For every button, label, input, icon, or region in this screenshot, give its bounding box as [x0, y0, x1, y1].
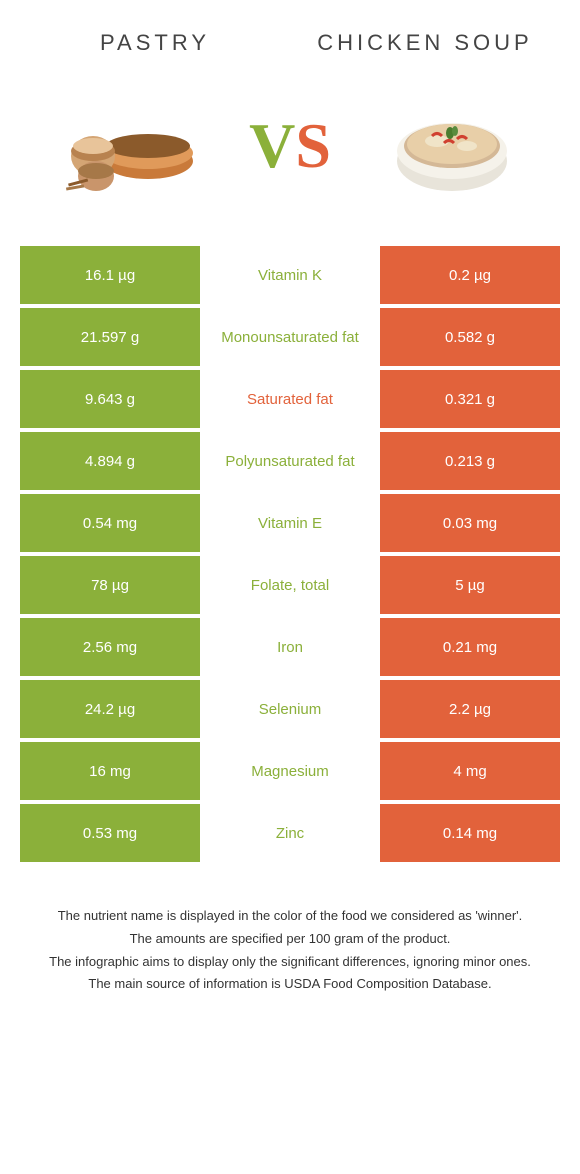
title-left: Pastry: [47, 30, 263, 56]
nutrient-row: 9.643 gSaturated fat0.321 g: [20, 370, 560, 428]
left-value: 0.54 mg: [20, 494, 200, 552]
soup-image: [377, 86, 527, 206]
nutrient-label: Vitamin K: [200, 246, 380, 304]
vs-v: V: [249, 110, 295, 181]
nutrient-label: Selenium: [200, 680, 380, 738]
right-value: 4 mg: [380, 742, 560, 800]
footer-line: The infographic aims to display only the…: [30, 952, 550, 973]
left-value: 9.643 g: [20, 370, 200, 428]
right-value: 0.582 g: [380, 308, 560, 366]
nutrient-row: 2.56 mgIron0.21 mg: [20, 618, 560, 676]
nutrient-label: Folate, total: [200, 556, 380, 614]
nutrient-label: Monounsaturated fat: [200, 308, 380, 366]
footer-line: The nutrient name is displayed in the co…: [30, 906, 550, 927]
nutrient-row: 16.1 µgVitamin K0.2 µg: [20, 246, 560, 304]
nutrient-row: 0.54 mgVitamin E0.03 mg: [20, 494, 560, 552]
footer-line: The amounts are specified per 100 gram o…: [30, 929, 550, 950]
left-value: 16 mg: [20, 742, 200, 800]
nutrient-row: 4.894 gPolyunsaturated fat0.213 g: [20, 432, 560, 490]
nutrient-table: 16.1 µgVitamin K0.2 µg21.597 gMonounsatu…: [20, 246, 560, 862]
vs-s: S: [295, 110, 331, 181]
left-value: 24.2 µg: [20, 680, 200, 738]
right-value: 0.21 mg: [380, 618, 560, 676]
title-right: Chicken Soup: [317, 30, 533, 56]
nutrient-row: 21.597 gMonounsaturated fat0.582 g: [20, 308, 560, 366]
left-value: 78 µg: [20, 556, 200, 614]
right-value: 5 µg: [380, 556, 560, 614]
left-value: 2.56 mg: [20, 618, 200, 676]
vs-row: VS: [0, 66, 580, 246]
left-value: 16.1 µg: [20, 246, 200, 304]
nutrient-label: Magnesium: [200, 742, 380, 800]
nutrient-row: 16 mgMagnesium4 mg: [20, 742, 560, 800]
header: Pastry Chicken Soup: [0, 0, 580, 66]
right-value: 0.14 mg: [380, 804, 560, 862]
vs-label: VS: [249, 109, 331, 183]
left-value: 4.894 g: [20, 432, 200, 490]
nutrient-row: 24.2 µgSelenium2.2 µg: [20, 680, 560, 738]
nutrient-label: Polyunsaturated fat: [200, 432, 380, 490]
nutrient-label: Iron: [200, 618, 380, 676]
nutrient-row: 78 µgFolate, total5 µg: [20, 556, 560, 614]
right-value: 2.2 µg: [380, 680, 560, 738]
right-value: 0.2 µg: [380, 246, 560, 304]
right-value: 0.321 g: [380, 370, 560, 428]
nutrient-label: Saturated fat: [200, 370, 380, 428]
right-value: 0.03 mg: [380, 494, 560, 552]
left-value: 21.597 g: [20, 308, 200, 366]
footer-line: The main source of information is USDA F…: [30, 974, 550, 995]
footer-notes: The nutrient name is displayed in the co…: [0, 866, 580, 1017]
nutrient-label: Zinc: [200, 804, 380, 862]
nutrient-row: 0.53 mgZinc0.14 mg: [20, 804, 560, 862]
left-value: 0.53 mg: [20, 804, 200, 862]
nutrient-label: Vitamin E: [200, 494, 380, 552]
right-value: 0.213 g: [380, 432, 560, 490]
pastry-image: [53, 86, 203, 206]
